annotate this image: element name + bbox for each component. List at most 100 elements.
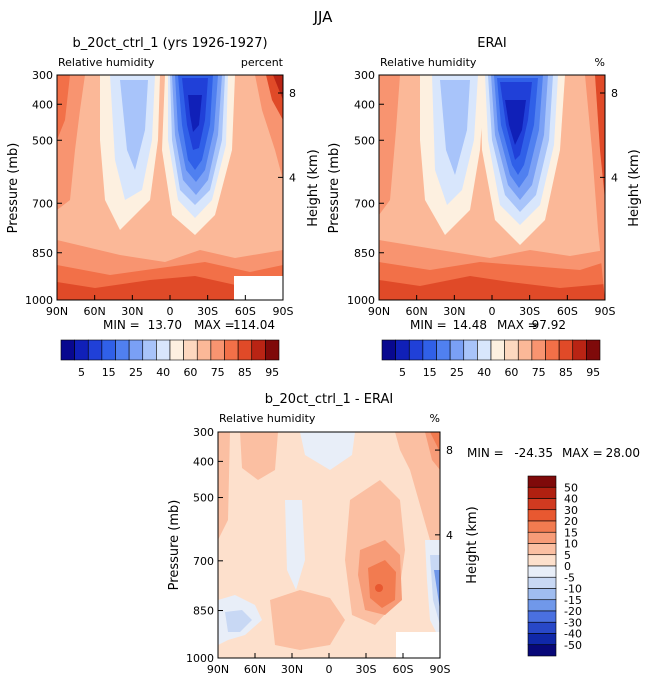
- colorbar-top-left-label: 40: [156, 366, 170, 379]
- colorbar-diff-label: 5: [564, 549, 571, 562]
- colorbar-top-right-box: [463, 339, 478, 361]
- panel-obs-ytick-label: 300: [354, 69, 375, 82]
- panel-model-units: percent: [241, 56, 284, 69]
- colorbar-diff-label: -10: [564, 583, 582, 596]
- panel-diff-xtick-label: 90N: [207, 663, 229, 676]
- colorbar-top-left-boxes: [60, 339, 280, 361]
- colorbar-top-right-box: [504, 339, 519, 361]
- panel-diff-xtick-label: 60N: [244, 663, 266, 676]
- panel-diff-ytick-label: 850: [193, 605, 214, 618]
- panel-diff-ylabel-right: Height (km): [465, 506, 480, 583]
- colorbar-diff-box: [527, 565, 557, 578]
- colorbar-diff-box: [527, 610, 557, 623]
- colorbar-diff-box: [527, 486, 557, 499]
- colorbar-top-right-box: [395, 339, 410, 361]
- panel-obs-xtick-label: 0: [489, 305, 496, 318]
- panel-obs-xtick-label: 60S: [557, 305, 578, 318]
- panel-model-ytick-label: 500: [32, 134, 53, 147]
- panel-model-ylabel: Pressure (mb): [6, 143, 21, 234]
- colorbar-top-right-box: [517, 339, 533, 361]
- panel-obs-ytick-label: 400: [354, 98, 375, 111]
- colorbar-top-right-box: [490, 339, 505, 361]
- panel-diff-variable: Relative humidity: [219, 412, 316, 425]
- panel-obs-min-value: 14.48: [453, 318, 487, 332]
- colorbar-top-left-box: [224, 339, 239, 361]
- panel-model-ylabel-right: Height (km): [306, 149, 321, 226]
- colorbar-top-right: 5 15 25 40 60 75 85 95: [381, 339, 601, 379]
- colorbar-top-left-label: 60: [183, 366, 197, 379]
- colorbar-top-right-label: 85: [559, 366, 573, 379]
- colorbar-top-left: 5 15 25 40 60 75 85 95: [60, 339, 280, 379]
- colorbar-top-right-labels: 5 15 25 40 60 75 85 95: [399, 366, 600, 379]
- panel-model-xtick-label: 30S: [197, 305, 218, 318]
- panel-diff-min-label: MIN =: [467, 446, 504, 460]
- colorbar-top-left-box: [74, 339, 89, 361]
- colorbar-diff-box: [527, 520, 557, 533]
- panel-model-max-value: 114.04: [233, 318, 275, 332]
- colorbar-top-right-box: [477, 339, 492, 361]
- panel-obs-xtick-label: 60N: [406, 305, 428, 318]
- colorbar-top-left-label: 85: [238, 366, 252, 379]
- panel-model-ytick-label: 700: [32, 197, 53, 210]
- colorbar-top-left-box: [60, 339, 75, 361]
- colorbar-diff-box: [527, 621, 557, 634]
- colorbar-diff-label: 0: [564, 560, 571, 573]
- panel-diff: b_20ct_ctrl_1 - ERAI Relative humidity %: [167, 392, 640, 676]
- colorbar-diff-label: 40: [564, 493, 578, 506]
- panel-diff-htick-label: 4: [446, 529, 453, 542]
- panel-diff-xtick-label: 60S: [393, 663, 414, 676]
- colorbar-top-left-box: [251, 339, 266, 361]
- panel-obs-units: %: [595, 56, 605, 69]
- panel-diff-xtick-label: 30S: [356, 663, 377, 676]
- panel-diff-max-value: 28.00: [606, 446, 640, 460]
- panel-obs-htick-label: 4: [611, 171, 618, 184]
- panel-obs-max-label: MAX =: [497, 318, 538, 332]
- colorbar-top-left-label: 75: [211, 366, 225, 379]
- colorbar-diff-label: -15: [564, 594, 582, 607]
- colorbar-diff-box: [527, 576, 557, 589]
- colorbar-top-right-label: 25: [450, 366, 464, 379]
- panel-diff-axes: 90N 60N 30N 0 30S 60S 90S 300 400 500 700 850 1000 8 4: [186, 426, 453, 676]
- colorbar-top-left-label: 25: [129, 366, 143, 379]
- colorbar-top-right-box: [545, 339, 560, 361]
- colorbar-diff-box: [527, 554, 557, 567]
- colorbar-diff-box: [527, 531, 557, 544]
- panel-obs-ytick-label: 1000: [347, 294, 375, 307]
- colorbar-top-right-box: [408, 339, 424, 361]
- panel-model-xtick-label: 60N: [84, 305, 106, 318]
- panel-model-xtick-label: 60S: [235, 305, 256, 318]
- panel-obs-xtick-label: 90N: [368, 305, 390, 318]
- colorbar-top-left-box: [210, 339, 225, 361]
- colorbar-diff-label: -5: [564, 571, 575, 584]
- colorbar-diff-label: -50: [564, 639, 582, 652]
- panel-model-ytick-label: 400: [32, 98, 53, 111]
- panel-model-min-label: MIN =: [103, 318, 140, 332]
- colorbar-top-right-box: [436, 339, 451, 361]
- panel-obs-minmax: MIN = 14.48 MAX = 97.92: [410, 318, 566, 332]
- panel-diff-min-value: -24.35: [514, 446, 553, 460]
- colorbar-top-left-label: 15: [102, 366, 116, 379]
- panel-diff-units: %: [430, 412, 440, 425]
- panel-diff-ytick-label: 700: [193, 555, 214, 568]
- panel-obs-title: ERAI: [477, 36, 506, 51]
- panel-obs-axes: 90N 60N 30N 0 30S 60S 90S 300 400 500 700 850 1000 8 4: [347, 69, 618, 318]
- panel-model-xtick-label: 30N: [121, 305, 143, 318]
- colorbar-top-right-box: [381, 339, 396, 361]
- colorbar-top-right-boxes: [381, 339, 601, 361]
- panel-model-xtick-label: 0: [167, 305, 174, 318]
- panel-diff-xtick-label: 0: [326, 663, 333, 676]
- colorbar-diff-label: -20: [564, 605, 582, 618]
- colorbar-diff-label: 50: [564, 481, 578, 494]
- panel-obs-xtick-label: 30N: [443, 305, 465, 318]
- colorbar-diff-label: 10: [564, 538, 578, 551]
- colorbar-top-left-box: [237, 339, 253, 361]
- colorbar-top-left-box: [169, 339, 184, 361]
- panel-model-minmax: MIN = 13.70 MAX = 114.04: [103, 318, 275, 332]
- colorbar-top-right-box: [531, 339, 546, 361]
- panel-model-title: b_20ct_ctrl_1 (yrs 1926-1927): [72, 36, 267, 51]
- panel-diff-title: b_20ct_ctrl_1 - ERAI: [265, 392, 393, 407]
- panel-obs-ylabel-right: Height (km): [627, 149, 642, 226]
- colorbar-diff-box: [527, 644, 557, 657]
- panel-obs-variable: Relative humidity: [380, 56, 477, 69]
